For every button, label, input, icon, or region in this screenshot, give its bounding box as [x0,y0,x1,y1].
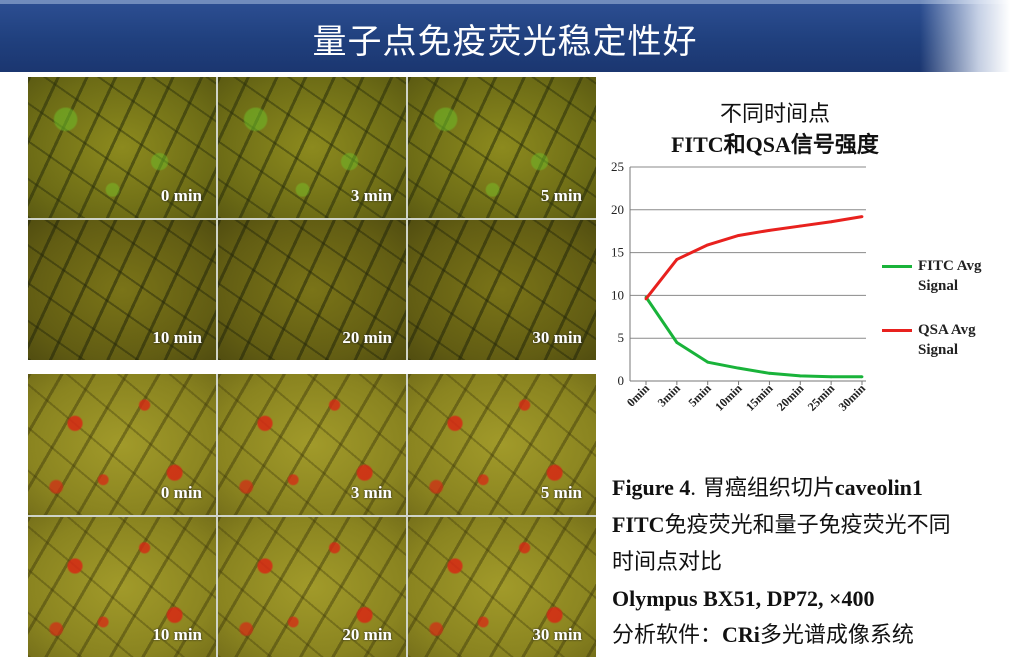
caption-software: CRi [722,622,760,647]
qsa-image-5min: 5 min [408,374,596,515]
x-tick-label: 30min [836,381,869,414]
fitc-image-0min: 0 min [28,77,216,218]
caption-line-4: Olympus BX51, DP72, ×400 [612,586,875,611]
caption-line-2: FITC免疫荧光和量子免疫荧光不同 [612,507,1010,544]
qsa-image-panel: 0 min 3 min 5 min 10 min 20 min 30 min [28,374,596,657]
figure-caption: Figure 4. 胃癌组织切片caveolin1 FITC免疫荧光和量子免疫荧… [612,470,1010,654]
chart-title: 不同时间点 FITC和QSA信号强度 [640,100,910,160]
x-tick-label: 10min [712,381,745,414]
legend-item-fitc: FITC Avg Signal [882,256,1010,320]
y-tick-label: 15 [611,245,624,260]
data-point [675,341,679,344]
time-label: 30 min [532,625,582,644]
caption-line-1: Figure 4. 胃癌组织切片caveolin1 [612,470,1010,507]
figure-dot: . [690,475,696,500]
legend-swatch-fitc [882,265,912,268]
caption-text-zh: 胃癌组织切片 [695,476,835,501]
qsa-image-3min: 3 min [218,374,406,515]
x-tick-label: 25min [805,381,838,414]
time-label: 3 min [350,185,392,205]
data-point [798,224,802,228]
data-point [737,234,740,237]
legend-label-fitc: FITC Avg Signal [918,258,982,294]
signal-line-chart: 0 5 10 15 20 25 0min 3min 5min10min15min20min25m… [611,159,869,414]
data-point [798,374,802,378]
data-point [737,366,740,370]
time-label: 3 min [350,482,392,502]
time-label: 10 min [152,625,202,644]
figure-label: Figure 4 [612,475,691,500]
caption-text-zh: 时间点对比 [612,550,723,575]
y-tick-label: 5 [618,330,625,345]
caption-line-5: 分析软件：CRi多光谱成像系统 [612,617,1010,654]
qsa-image-20min: 20 min [218,516,406,657]
chart-title-line2: FITC和QSA信号强度 [671,132,879,157]
data-point [768,228,771,232]
data-point [675,258,679,261]
x-tick-label: 3min [655,381,684,410]
series-line-qsa [644,215,863,300]
legend-swatch-qsa [882,329,912,332]
data-point [829,375,833,379]
fitc-image-10min: 10 min [28,219,216,360]
time-label: 20 min [342,625,392,644]
time-label: 30 min [532,328,582,347]
fitc-image-panel: 0 min 3 min 5 min 10 min 20 min 30 min [28,77,596,360]
x-tick-label: 15min [743,381,776,414]
data-point [860,375,864,379]
caption-text-zh: 多光谱成像系统 [759,623,914,648]
data-point [860,215,864,219]
time-label: 5 min [540,482,582,502]
time-label: 5 min [540,185,582,205]
chart-legend: FITC Avg Signal QSA Avg Signal [882,256,1010,384]
data-point [829,220,833,224]
caption-fitc: FITC [612,512,665,537]
y-tick-label: 0 [618,373,625,388]
legend-label-qsa: QSA Avg Signal [918,322,976,358]
data-point [644,297,648,301]
fitc-image-20min: 20 min [218,219,406,360]
fitc-image-30min: 30 min [408,219,596,360]
data-point [768,371,771,375]
chart-title-line1: 不同时间点 [719,102,830,127]
caption-line-3: 时间点对比 [612,544,1010,581]
page-title: 量子点免疫荧光稳定性好 [312,22,698,62]
qsa-image-10min: 10 min [28,516,216,657]
data-point [706,360,710,364]
y-tick-label: 20 [611,202,624,217]
x-tick-label: 0min [624,381,653,410]
fitc-image-5min: 5 min [408,77,596,218]
time-label: 20 min [342,328,392,347]
y-tick-label: 10 [611,287,624,302]
qsa-image-30min: 30 min [408,516,596,657]
legend-item-qsa: QSA Avg Signal [882,320,1010,384]
data-point [706,243,710,247]
x-tick-label: 5min [686,381,715,410]
series-line-fitc [644,296,862,379]
caption-text-zh: 分析软件： [612,623,723,648]
time-label: 10 min [152,328,202,347]
qsa-image-0min: 0 min [28,374,216,515]
fitc-image-3min: 3 min [218,77,406,218]
caption-gene: caveolin1 [834,475,923,500]
x-tick-label: 20min [774,381,807,414]
header-band [0,0,1010,72]
time-label: 0 min [160,185,202,205]
y-tick-label: 25 [611,159,624,174]
time-label: 0 min [160,482,202,502]
caption-text-zh: 免疫荧光和量子免疫荧光不同 [664,513,951,538]
